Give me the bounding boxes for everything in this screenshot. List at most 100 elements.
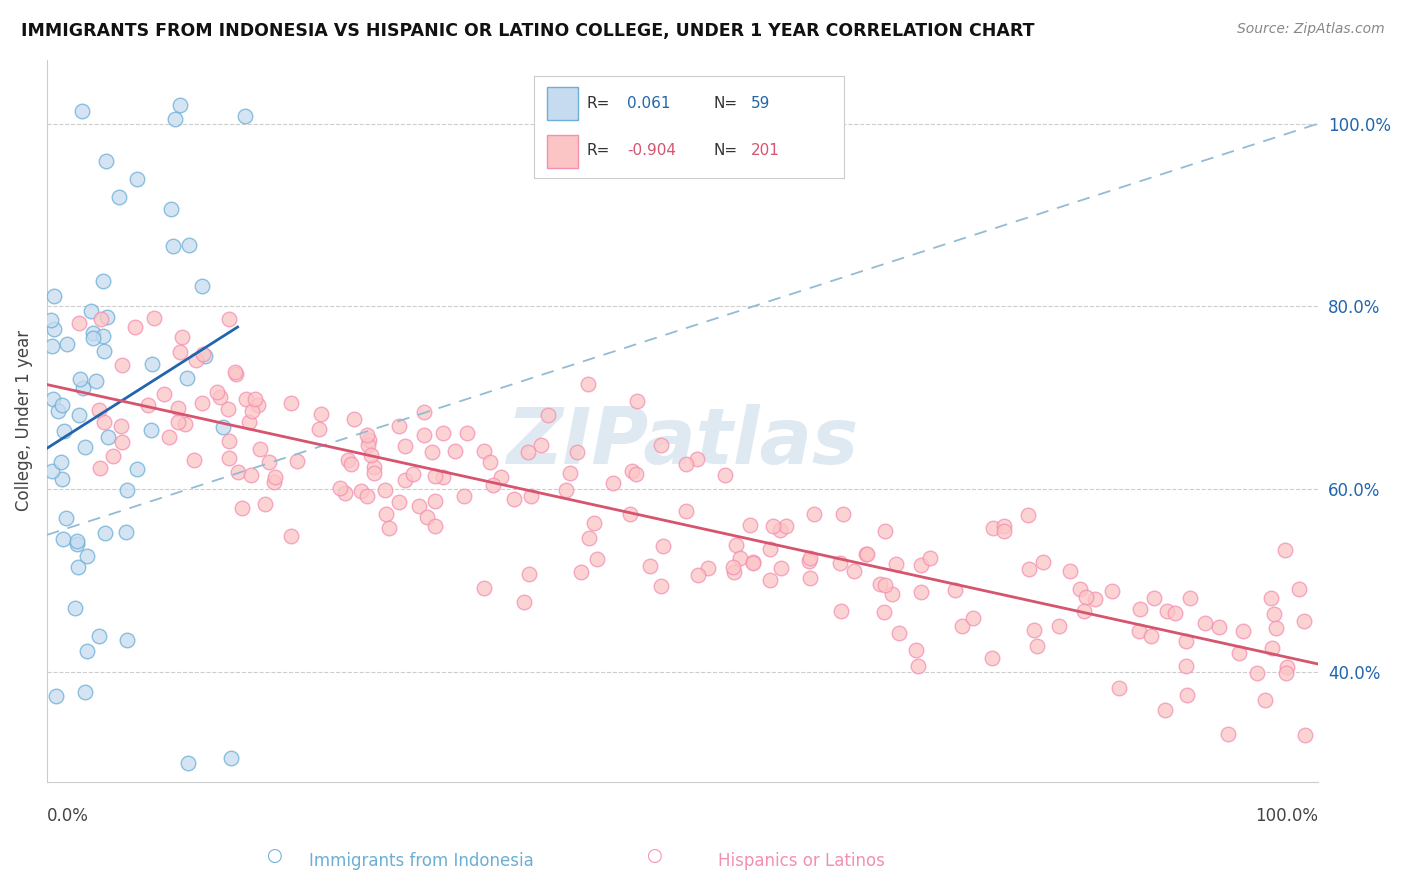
Point xyxy=(209,390,232,404)
Text: ○: ○ xyxy=(266,847,283,865)
Point xyxy=(943,583,966,598)
Point xyxy=(1275,665,1298,680)
Point xyxy=(257,455,280,469)
Point xyxy=(90,311,112,326)
Text: -0.904: -0.904 xyxy=(627,144,676,158)
Point xyxy=(1229,646,1251,660)
Point xyxy=(238,415,260,429)
Point xyxy=(193,347,215,361)
Point xyxy=(555,483,578,498)
Point xyxy=(82,331,104,345)
Point xyxy=(179,238,201,252)
Point xyxy=(333,486,356,500)
Point xyxy=(420,445,443,459)
Point xyxy=(1049,619,1071,633)
Point xyxy=(962,610,984,624)
Point xyxy=(831,508,853,522)
Text: 100.0%: 100.0% xyxy=(1256,807,1319,825)
Point xyxy=(356,489,378,503)
Point xyxy=(1260,591,1282,605)
Point xyxy=(1074,591,1097,605)
Point xyxy=(1294,614,1316,628)
Point xyxy=(67,408,90,422)
Point xyxy=(183,453,205,467)
Point xyxy=(1084,592,1107,607)
Point xyxy=(63,600,86,615)
Point xyxy=(770,560,793,574)
Point xyxy=(697,560,720,574)
Point xyxy=(626,393,648,408)
Point xyxy=(675,457,697,471)
Point xyxy=(1263,607,1285,621)
Point xyxy=(356,427,378,442)
Point xyxy=(1143,591,1166,605)
Point xyxy=(503,491,526,506)
Point xyxy=(775,519,797,533)
Point xyxy=(1022,623,1045,637)
Point xyxy=(280,529,302,543)
Point xyxy=(799,571,821,585)
Point xyxy=(889,626,911,640)
Point xyxy=(357,438,380,452)
Point xyxy=(910,558,932,573)
Point xyxy=(624,467,647,481)
Point xyxy=(1032,555,1054,569)
Point xyxy=(86,374,108,388)
Point xyxy=(205,384,228,399)
Point xyxy=(586,552,609,566)
Point xyxy=(41,464,63,478)
Point xyxy=(713,467,735,482)
Point xyxy=(76,549,98,564)
Point xyxy=(1129,602,1152,616)
Point xyxy=(45,689,67,703)
Point xyxy=(1288,582,1310,597)
Point xyxy=(340,458,363,472)
Point xyxy=(141,357,163,371)
Point xyxy=(425,469,447,483)
Point xyxy=(537,409,560,423)
Point xyxy=(1164,607,1187,621)
Point xyxy=(52,424,75,438)
Point xyxy=(513,594,536,608)
Point xyxy=(880,587,903,601)
Point xyxy=(1073,604,1095,618)
Point xyxy=(194,349,217,363)
Point xyxy=(688,568,710,582)
Point xyxy=(73,685,96,699)
Point xyxy=(675,504,697,518)
Point xyxy=(416,509,439,524)
Point xyxy=(578,531,600,545)
Text: 59: 59 xyxy=(751,96,770,111)
Point xyxy=(738,518,761,533)
Point xyxy=(980,650,1002,665)
Point xyxy=(73,440,96,454)
Point xyxy=(235,392,257,406)
Point xyxy=(91,275,114,289)
Point xyxy=(97,430,120,444)
Point xyxy=(1294,727,1316,741)
Point xyxy=(101,450,124,464)
Point xyxy=(685,452,707,467)
Point xyxy=(117,632,139,647)
Point xyxy=(163,112,186,127)
Point xyxy=(1059,564,1081,578)
Point xyxy=(762,519,785,533)
Point xyxy=(412,404,434,418)
Point xyxy=(48,404,70,418)
Point xyxy=(651,539,673,553)
Point xyxy=(884,558,907,572)
Point xyxy=(830,604,852,618)
Point xyxy=(1017,508,1039,523)
Point xyxy=(856,547,879,561)
Point xyxy=(875,524,897,539)
Point xyxy=(582,516,605,530)
Point xyxy=(1069,582,1091,597)
Point xyxy=(82,326,104,341)
Point xyxy=(226,465,249,479)
Point xyxy=(725,538,748,552)
Point xyxy=(456,425,478,440)
Point xyxy=(491,469,513,483)
Point xyxy=(87,402,110,417)
Point xyxy=(263,475,285,490)
Point xyxy=(797,554,820,568)
